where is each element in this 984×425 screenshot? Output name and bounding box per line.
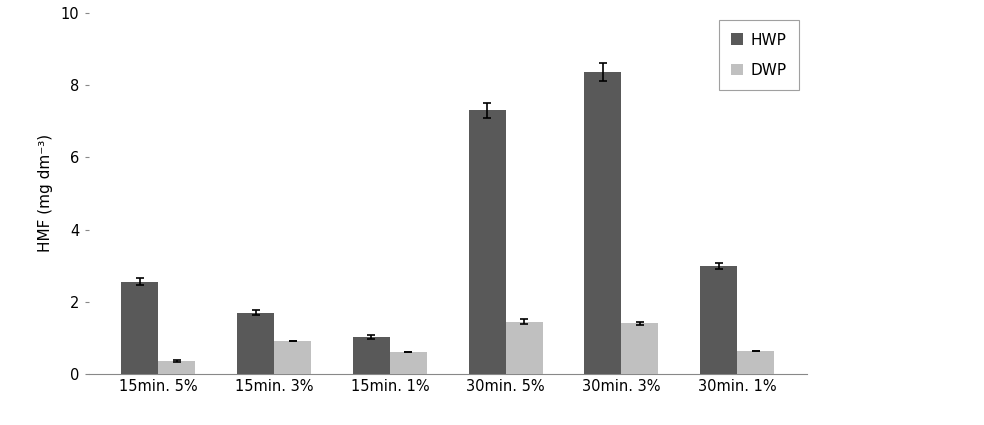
Bar (701, 266, 737, 374)
Y-axis label: HMF (mg dm⁻³): HMF (mg dm⁻³) (37, 134, 52, 252)
Bar (390, 352, 427, 374)
Bar (353, 337, 390, 374)
Bar (468, 110, 506, 374)
Legend: HWP, DWP: HWP, DWP (718, 20, 799, 90)
Bar (275, 342, 311, 374)
Bar (121, 282, 158, 374)
Bar (737, 351, 774, 374)
Bar (237, 313, 275, 374)
Bar (158, 361, 195, 374)
Bar (584, 72, 621, 374)
Bar (621, 323, 658, 374)
Bar (506, 322, 542, 374)
